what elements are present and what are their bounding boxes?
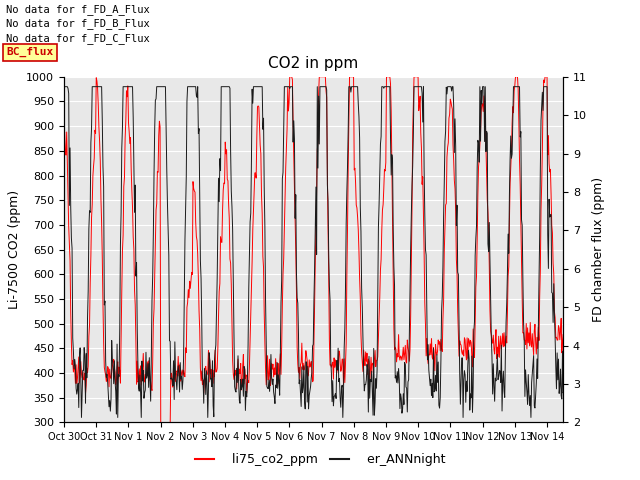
Title: CO2 in ppm: CO2 in ppm [268,57,359,72]
Text: BC_flux: BC_flux [6,47,54,58]
Y-axis label: FD chamber flux (ppm): FD chamber flux (ppm) [593,177,605,322]
Text: No data for f_FD_C_Flux: No data for f_FD_C_Flux [6,33,150,44]
Text: No data for f_FD_A_Flux: No data for f_FD_A_Flux [6,4,150,15]
Text: No data for f_FD_B_Flux: No data for f_FD_B_Flux [6,18,150,29]
Legend:   li75_co2_ppm,   er_ANNnight: li75_co2_ppm, er_ANNnight [190,448,450,471]
Y-axis label: Li-7500 CO2 (ppm): Li-7500 CO2 (ppm) [8,190,20,309]
